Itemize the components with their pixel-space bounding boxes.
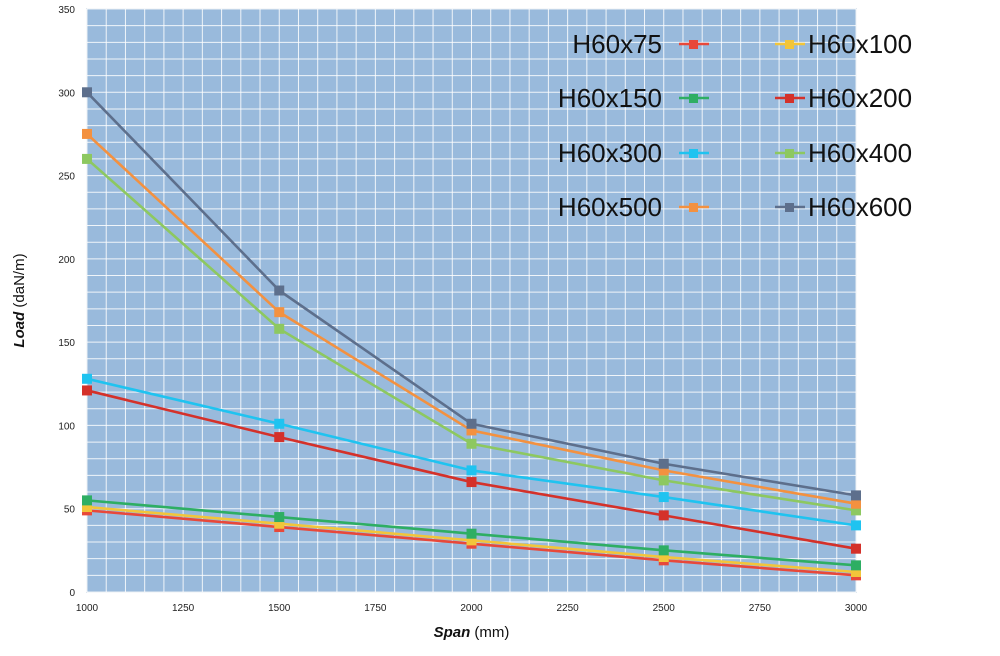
y-axis-ticks: 0 50 100 150 200 250 300 350 (58, 5, 75, 599)
data-point (851, 567, 861, 578)
data-point (851, 498, 861, 509)
series-H60x300 (82, 373, 861, 531)
legend-item: H60x150 (558, 83, 709, 113)
data-point (466, 528, 477, 539)
legend-item: H60x500 (558, 192, 709, 222)
legend-swatch-marker (785, 40, 794, 49)
y-tick-label: 0 (69, 588, 75, 599)
data-point (851, 505, 861, 516)
data-point (82, 87, 92, 98)
x-tick-label: 2750 (749, 603, 772, 614)
y-tick-label: 250 (58, 172, 75, 183)
legend-swatch-marker (689, 94, 698, 103)
data-point (851, 490, 861, 501)
data-point (274, 418, 285, 429)
x-tick-label: 2500 (653, 603, 676, 614)
data-point (658, 458, 669, 469)
series-H60x600 (82, 87, 861, 501)
legend-swatch-marker (689, 203, 698, 212)
x-tick-label: 3000 (845, 603, 868, 614)
y-tick-label: 50 (64, 505, 76, 516)
legend-swatch-marker (785, 203, 794, 212)
data-point (466, 465, 477, 476)
data-point (658, 510, 669, 521)
legend-item: H60x200 (775, 83, 912, 113)
data-point (82, 128, 92, 139)
series-layer (82, 87, 861, 581)
y-axis-title-main: Load (11, 311, 28, 348)
data-point (658, 465, 669, 476)
data-point (82, 373, 92, 384)
data-point (658, 545, 669, 556)
x-tick-label: 2000 (460, 603, 483, 614)
y-axis-title: Load (daN/m) (11, 253, 28, 347)
data-point (82, 153, 92, 164)
x-tick-label: 2250 (557, 603, 580, 614)
x-axis-ticks: 1000 1250 1500 1750 2000 2250 2500 2750 3000 (76, 603, 868, 614)
data-point (658, 475, 669, 486)
x-axis-title: Span (mm) (434, 624, 510, 641)
series-H60x150 (82, 495, 861, 571)
x-axis-title-unit: (mm) (470, 624, 509, 641)
legend-item: H60x75 (572, 29, 709, 59)
y-tick-label: 100 (58, 421, 75, 432)
data-point (466, 477, 477, 488)
data-point (274, 512, 285, 523)
y-tick-label: 200 (58, 255, 75, 266)
legend-label: H60x200 (808, 83, 912, 113)
grid-lines (86, 8, 857, 593)
data-point (274, 307, 285, 318)
legend-label: H60x150 (558, 83, 662, 113)
y-axis-title-unit: (daN/m) (11, 253, 28, 311)
legend: H60x75 H60x100 H60x150 H60x200 H60x300 H60x40… (558, 29, 912, 222)
x-tick-label: 1250 (172, 603, 195, 614)
y-tick-label: 300 (58, 88, 75, 99)
legend-label: H60x400 (808, 138, 912, 168)
series-H60x200 (82, 385, 861, 554)
data-point (274, 432, 285, 443)
legend-item: H60x300 (558, 138, 709, 168)
data-point (466, 438, 477, 449)
data-point (82, 385, 92, 396)
x-tick-label: 1500 (268, 603, 291, 614)
legend-label: H60x500 (558, 192, 662, 222)
legend-item: H60x100 (775, 29, 912, 59)
legend-swatch-marker (689, 40, 698, 49)
legend-item: H60x600 (775, 192, 912, 222)
series-H60x100 (82, 502, 861, 578)
y-tick-label: 350 (58, 5, 75, 16)
series-H60x400 (82, 153, 861, 516)
legend-swatch-marker (785, 94, 794, 103)
data-point (274, 323, 285, 334)
legend-label: H60x100 (808, 29, 912, 59)
legend-item: H60x400 (775, 138, 912, 168)
data-point (851, 520, 861, 531)
data-point (851, 543, 861, 554)
x-axis-title-main: Span (434, 624, 471, 641)
data-point (851, 560, 861, 571)
x-tick-label: 1750 (364, 603, 387, 614)
legend-label: H60x600 (808, 192, 912, 222)
legend-swatch-marker (689, 149, 698, 158)
data-point (466, 425, 477, 436)
data-point (82, 495, 92, 506)
legend-label: H60x75 (572, 29, 662, 59)
data-point (274, 285, 285, 296)
data-point (274, 518, 285, 529)
series-H60x500 (82, 128, 861, 509)
data-point (466, 535, 477, 546)
y-tick-label: 150 (58, 338, 75, 349)
data-point (466, 418, 477, 429)
data-point (658, 492, 669, 503)
legend-swatch-marker (785, 149, 794, 158)
x-tick-label: 1000 (76, 603, 99, 614)
data-point (82, 502, 92, 513)
legend-label: H60x300 (558, 138, 662, 168)
data-point (658, 552, 669, 563)
